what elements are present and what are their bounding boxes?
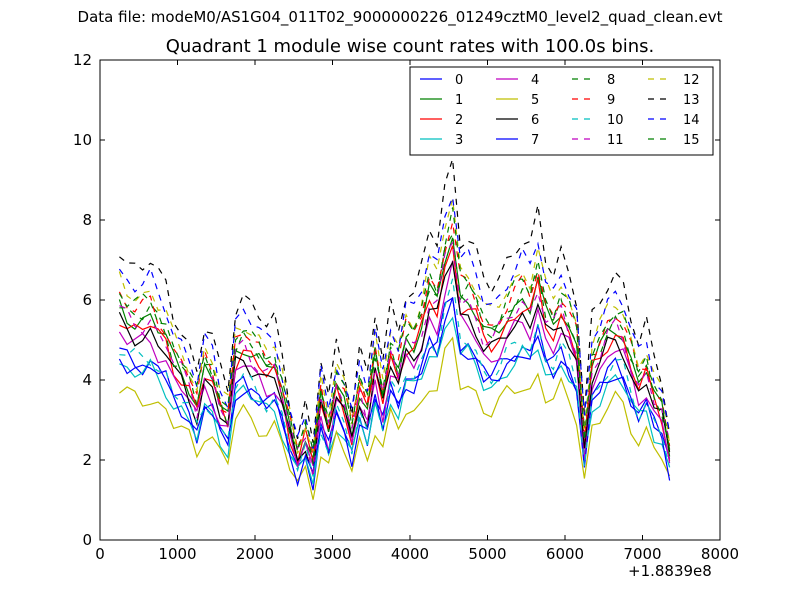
series-line-8 xyxy=(119,232,671,464)
legend-label-7: 7 xyxy=(531,133,539,148)
y-tick-label: 6 xyxy=(82,291,92,309)
x-tick-label: 2000 xyxy=(236,545,274,563)
y-tick-label: 4 xyxy=(82,371,92,389)
chart-title: Quadrant 1 module wise count rates with … xyxy=(165,36,655,57)
legend-label-3: 3 xyxy=(455,133,463,148)
figure-suptitle: Data file: modeM0/AS1G04_011T02_90000002… xyxy=(77,8,723,26)
y-tick-label: 2 xyxy=(82,451,92,469)
legend-label-14: 14 xyxy=(683,113,700,128)
y-tick-label: 0 xyxy=(82,531,92,549)
legend-label-15: 15 xyxy=(683,133,700,148)
legend-label-8: 8 xyxy=(607,73,615,88)
legend-label-4: 4 xyxy=(531,73,539,88)
series-line-14 xyxy=(118,194,671,452)
legend-label-6: 6 xyxy=(531,113,539,128)
series-line-13 xyxy=(119,158,671,443)
y-tick-label: 8 xyxy=(82,211,92,229)
series-line-15 xyxy=(118,207,671,452)
x-offset-label: +1.8839e8 xyxy=(628,562,712,580)
legend-label-9: 9 xyxy=(607,93,615,108)
legend-box xyxy=(409,66,714,156)
legend-label-10: 10 xyxy=(607,113,624,128)
x-tick-label: 5000 xyxy=(468,545,506,563)
series-line-5 xyxy=(119,336,671,500)
series-line-12 xyxy=(118,198,671,454)
x-tick-label: 6000 xyxy=(546,545,584,563)
legend-label-11: 11 xyxy=(607,133,624,148)
legend-label-0: 0 xyxy=(455,73,463,88)
legend-label-12: 12 xyxy=(683,73,700,88)
x-tick-label: 0 xyxy=(95,545,105,563)
series-lines xyxy=(118,158,671,500)
x-tick-label: 8000 xyxy=(701,545,739,563)
x-tick-label: 4000 xyxy=(391,545,429,563)
legend-label-2: 2 xyxy=(455,113,463,128)
y-tick-label: 12 xyxy=(73,51,92,69)
y-tick-label: 10 xyxy=(73,131,92,149)
x-tick-label: 3000 xyxy=(313,545,351,563)
series-line-3 xyxy=(119,316,671,485)
x-tick-label: 7000 xyxy=(623,545,661,563)
legend-label-1: 1 xyxy=(455,93,463,108)
x-tick-label: 1000 xyxy=(158,545,196,563)
legend-label-13: 13 xyxy=(683,93,700,108)
series-line-11 xyxy=(119,241,671,478)
series-line-10 xyxy=(119,278,671,477)
legend-label-5: 5 xyxy=(531,93,539,108)
